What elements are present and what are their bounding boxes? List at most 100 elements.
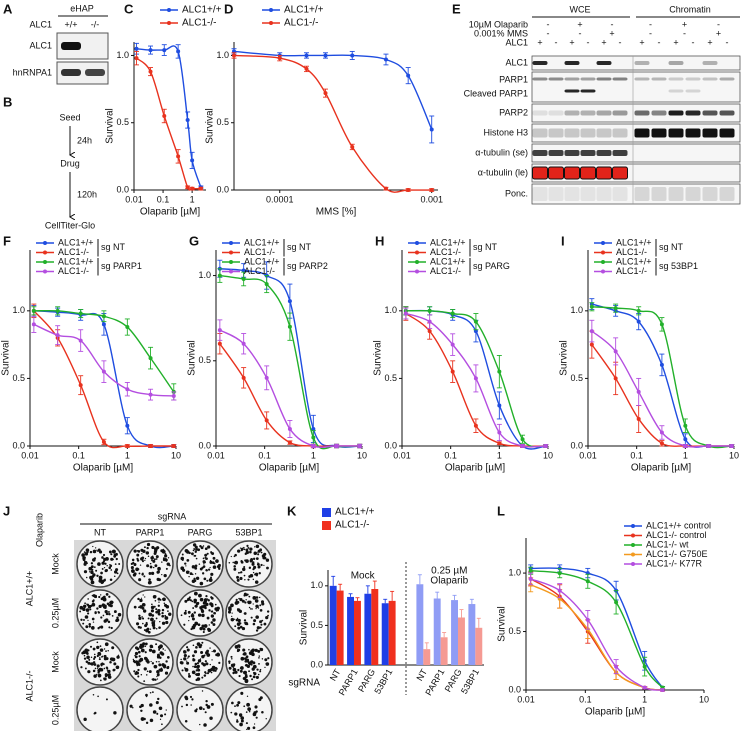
colony bbox=[248, 606, 251, 609]
legend-marker bbox=[601, 269, 605, 274]
point bbox=[557, 588, 562, 593]
colony bbox=[185, 697, 189, 701]
y-tick-label: 1.0 bbox=[12, 305, 25, 315]
colony bbox=[244, 559, 247, 562]
colony bbox=[134, 646, 139, 650]
colony bbox=[188, 551, 191, 555]
colony bbox=[231, 612, 233, 614]
colony bbox=[108, 613, 111, 616]
legend-marker bbox=[43, 269, 47, 274]
colony bbox=[256, 626, 261, 630]
point bbox=[241, 341, 246, 346]
colony bbox=[131, 558, 135, 562]
band bbox=[580, 150, 596, 156]
band bbox=[532, 61, 548, 65]
colony bbox=[159, 714, 164, 718]
colony bbox=[234, 560, 239, 565]
colony bbox=[191, 670, 196, 675]
band bbox=[668, 187, 684, 201]
colony bbox=[133, 549, 137, 553]
band bbox=[85, 69, 105, 76]
point bbox=[101, 369, 106, 374]
colony bbox=[209, 647, 211, 649]
colony bbox=[113, 575, 116, 578]
colony bbox=[162, 665, 167, 669]
colony bbox=[246, 664, 250, 668]
colony bbox=[198, 706, 203, 710]
point bbox=[148, 48, 153, 53]
colony bbox=[109, 578, 113, 581]
x-tick-label: 1 bbox=[125, 450, 130, 460]
colony bbox=[132, 573, 137, 577]
colony bbox=[189, 599, 192, 602]
point bbox=[232, 53, 236, 58]
point bbox=[383, 186, 388, 191]
colony bbox=[211, 610, 214, 613]
colony bbox=[135, 660, 138, 663]
colony bbox=[242, 648, 246, 652]
colony bbox=[187, 655, 190, 658]
band bbox=[564, 61, 580, 65]
colony bbox=[248, 595, 251, 598]
blot bbox=[56, 61, 109, 85]
legend-marker bbox=[415, 250, 419, 255]
colony bbox=[214, 669, 217, 672]
colony bbox=[248, 648, 250, 651]
x-tick-label: 1 bbox=[190, 194, 195, 204]
point bbox=[450, 342, 455, 347]
point bbox=[427, 329, 432, 334]
band bbox=[634, 77, 650, 81]
legend-marker bbox=[631, 524, 635, 528]
colony bbox=[158, 601, 160, 603]
legend-marker bbox=[43, 250, 47, 255]
point bbox=[287, 299, 292, 304]
colony bbox=[140, 709, 143, 713]
colony bbox=[199, 567, 203, 571]
colony bbox=[239, 669, 243, 673]
colony bbox=[259, 609, 263, 612]
colony bbox=[89, 608, 92, 611]
colony bbox=[196, 677, 201, 681]
colony bbox=[244, 621, 248, 626]
y-axis-title: Survival bbox=[105, 108, 116, 144]
colony bbox=[161, 573, 163, 576]
point bbox=[585, 579, 590, 584]
point bbox=[176, 154, 181, 159]
colony bbox=[205, 699, 208, 703]
colony bbox=[133, 562, 137, 567]
colony bbox=[265, 718, 267, 720]
colony bbox=[161, 723, 163, 726]
colony bbox=[92, 594, 96, 598]
colony bbox=[154, 595, 156, 597]
y-tick-label: 1.0 bbox=[310, 580, 323, 590]
colony bbox=[243, 565, 246, 568]
colony bbox=[137, 568, 140, 570]
colony bbox=[201, 572, 205, 575]
colony bbox=[92, 549, 97, 554]
condition-sign: - bbox=[579, 28, 582, 38]
colony bbox=[102, 614, 105, 617]
colony bbox=[236, 608, 240, 611]
colony bbox=[237, 668, 240, 672]
colony bbox=[214, 603, 217, 606]
colony bbox=[98, 658, 101, 661]
y-tick-label: 0.0 bbox=[216, 184, 229, 194]
colony bbox=[245, 655, 249, 659]
colony bbox=[164, 614, 167, 617]
colony bbox=[206, 705, 211, 709]
point bbox=[350, 53, 355, 58]
condition-sign: - bbox=[555, 37, 558, 47]
colony bbox=[147, 617, 150, 620]
colony bbox=[267, 657, 270, 660]
colony bbox=[91, 626, 95, 630]
colony bbox=[263, 552, 267, 556]
colony bbox=[209, 560, 213, 564]
colony bbox=[150, 660, 152, 663]
band bbox=[548, 77, 564, 81]
band bbox=[580, 89, 596, 93]
panel-letter: B bbox=[3, 94, 12, 109]
legend-marker bbox=[229, 250, 233, 255]
colony bbox=[137, 668, 140, 672]
colony bbox=[142, 549, 146, 554]
colony bbox=[255, 604, 259, 609]
